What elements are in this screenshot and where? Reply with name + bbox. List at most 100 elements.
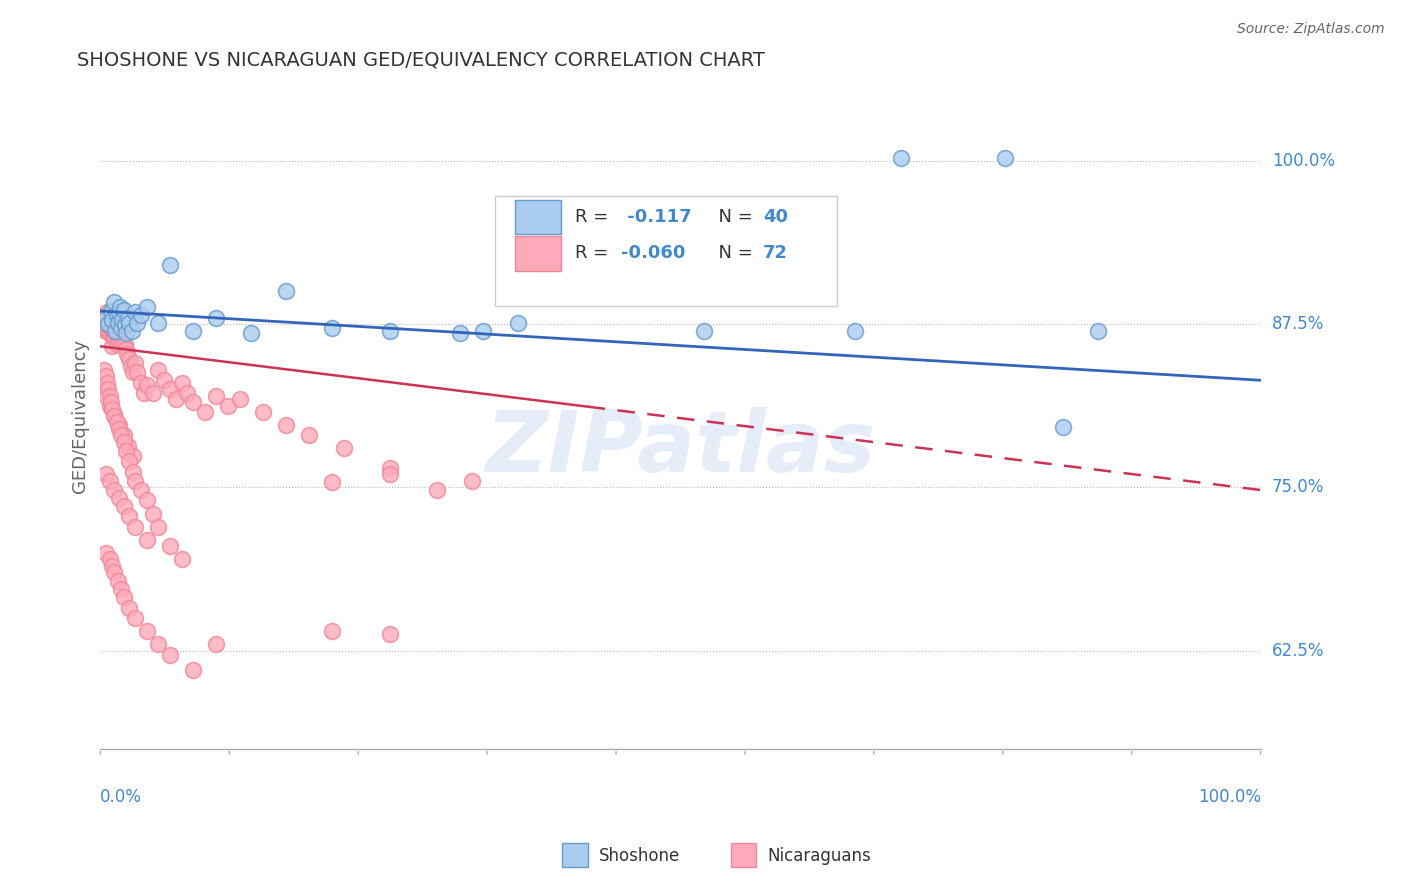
Text: -0.060: -0.060 [621, 244, 686, 262]
Point [98, 400, 121, 414]
Point [117, 310, 139, 325]
Point [101, 558, 124, 573]
Y-axis label: GED/Equivalency: GED/Equivalency [72, 338, 89, 492]
Point [108, 305, 131, 319]
Point [101, 402, 124, 417]
Text: Nicaraguans: Nicaraguans [768, 847, 872, 865]
Point [93, 317, 115, 331]
Point [112, 302, 135, 317]
Point [114, 318, 136, 333]
Point [97, 383, 120, 397]
Point [426, 483, 449, 497]
Point [159, 539, 181, 553]
Point [97, 317, 120, 331]
Point [101, 313, 124, 327]
Point [103, 483, 125, 497]
Text: R =: R = [575, 208, 614, 226]
Point [124, 305, 146, 319]
Point [112, 428, 135, 442]
Point [105, 415, 128, 429]
Point [94, 546, 117, 560]
Point [112, 499, 135, 513]
Point [103, 324, 125, 338]
Point [98, 474, 121, 488]
Point [104, 331, 127, 345]
Point [100, 304, 122, 318]
Point [115, 443, 138, 458]
Point [844, 324, 866, 338]
Point [127, 316, 149, 330]
Point [98, 316, 121, 330]
Point [321, 475, 343, 490]
Point [107, 316, 129, 330]
Point [118, 352, 141, 367]
Point [380, 324, 402, 338]
Point [104, 317, 127, 331]
Point [110, 582, 132, 597]
Point [181, 395, 204, 409]
Point [108, 334, 131, 348]
Text: 40: 40 [763, 208, 787, 226]
Point [110, 331, 132, 345]
Point [101, 330, 124, 344]
Text: 87.5%: 87.5% [1272, 315, 1324, 333]
Point [98, 389, 121, 403]
Point [148, 316, 170, 330]
Point [101, 339, 124, 353]
Point [472, 324, 495, 338]
Point [994, 151, 1017, 165]
Text: 0.0%: 0.0% [100, 788, 142, 805]
Point [98, 326, 121, 341]
Point [135, 300, 157, 314]
Point [153, 373, 176, 387]
Point [240, 326, 263, 341]
Point [108, 417, 131, 432]
Point [129, 308, 152, 322]
Point [148, 363, 170, 377]
Point [135, 624, 157, 639]
Point [104, 324, 127, 338]
Point [101, 318, 124, 333]
Point [194, 404, 217, 418]
Text: 72: 72 [763, 244, 787, 262]
Point [94, 313, 117, 327]
Point [108, 491, 131, 505]
Point [96, 376, 118, 390]
Point [135, 533, 157, 547]
Point [108, 422, 131, 436]
Point [96, 317, 118, 331]
Point [120, 359, 142, 373]
Point [103, 310, 125, 325]
Point [118, 454, 141, 468]
Point [217, 400, 239, 414]
Point [117, 439, 139, 453]
Text: N =: N = [707, 244, 759, 262]
Point [121, 366, 143, 380]
Point [321, 624, 343, 639]
Point [105, 308, 128, 322]
Point [142, 507, 165, 521]
Point [100, 321, 122, 335]
Point [111, 313, 134, 327]
Point [103, 407, 125, 421]
Point [93, 363, 115, 377]
Point [380, 467, 402, 482]
Point [98, 552, 121, 566]
Point [110, 428, 132, 442]
Point [205, 637, 228, 651]
Point [135, 378, 157, 392]
Point [124, 356, 146, 370]
Point [159, 648, 181, 662]
Point [170, 376, 193, 390]
Point [112, 316, 135, 330]
Point [890, 151, 912, 165]
Point [112, 590, 135, 604]
Point [118, 316, 141, 330]
Text: -0.117: -0.117 [621, 208, 692, 226]
Point [134, 386, 156, 401]
Point [176, 386, 198, 401]
Point [1087, 324, 1109, 338]
Point [111, 336, 134, 351]
Point [165, 392, 187, 406]
FancyBboxPatch shape [515, 235, 561, 270]
